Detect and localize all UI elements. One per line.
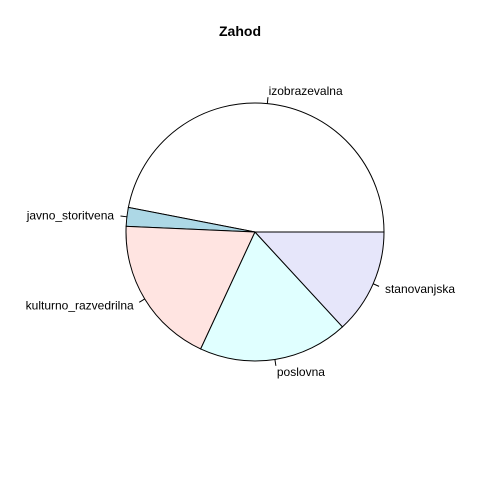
slice-label-poslovna: poslovna	[277, 365, 325, 379]
pie-slice-kulturno-razvedrilna	[125, 225, 256, 350]
pie-slice-izobrazevalna	[127, 102, 385, 233]
label-tick-stanovanjska	[372, 283, 380, 287]
slice-label-stanovanjska: stanovanjska	[385, 282, 455, 296]
label-tick-javno-storitvena	[120, 215, 127, 218]
slices-layer	[125, 102, 385, 362]
label-tick-izobrazevalna	[266, 97, 269, 104]
chart-title: Zahod	[219, 23, 261, 39]
labels-layer: izobrazevalna javno_storitvena kulturno_ra…	[26, 84, 456, 379]
label-tick-kulturno-razvedrilna	[138, 298, 145, 303]
pie-slice-poslovna	[199, 231, 344, 362]
label-tick-poslovna	[274, 359, 277, 366]
slice-label-javno-storitvena: javno_storitvena	[26, 208, 115, 222]
slice-label-izobrazevalna: izobrazevalna	[269, 84, 343, 98]
slice-label-kulturno-razvedrilna: kulturno_razvedrilna	[26, 299, 134, 313]
